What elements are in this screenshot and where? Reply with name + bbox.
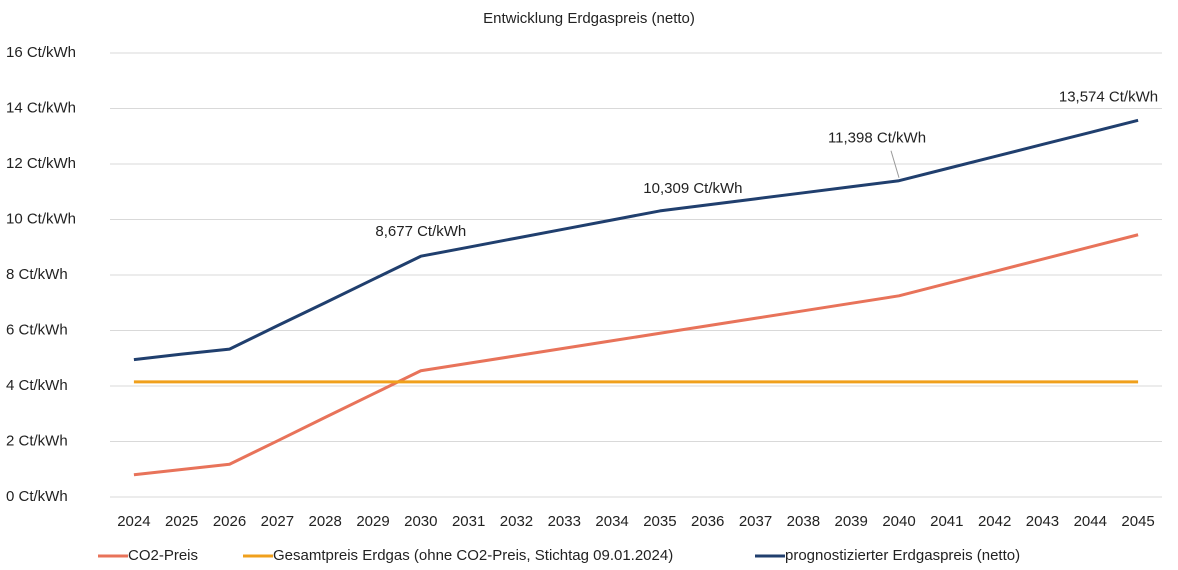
- x-tick-label: 2043: [1026, 513, 1059, 530]
- x-tick-label: 2034: [595, 513, 628, 530]
- y-tick-label: 4 Ct/kWh: [6, 377, 68, 394]
- x-tick-label: 2026: [213, 513, 246, 530]
- x-tick-label: 2032: [500, 513, 533, 530]
- data-label: 10,309 Ct/kWh: [643, 180, 742, 197]
- x-tick-label: 2044: [1074, 513, 1107, 530]
- data-label: 8,677 Ct/kWh: [375, 223, 466, 240]
- legend-label: CO2-Preis: [128, 547, 198, 564]
- y-tick-label: 16 Ct/kWh: [6, 44, 76, 61]
- data-label: 11,398 Ct/kWh: [828, 130, 926, 147]
- x-tick-label: 2028: [308, 513, 341, 530]
- y-tick-label: 10 Ct/kWh: [6, 210, 76, 227]
- y-tick-label: 0 Ct/kWh: [6, 488, 68, 505]
- x-tick-label: 2036: [691, 513, 724, 530]
- chart-title: Entwicklung Erdgaspreis (netto): [483, 10, 695, 27]
- x-tick-label: 2037: [739, 513, 772, 530]
- x-tick-label: 2031: [452, 513, 485, 530]
- x-tick-label: 2025: [165, 513, 198, 530]
- x-tick-label: 2038: [787, 513, 820, 530]
- x-tick-label: 2045: [1121, 513, 1154, 530]
- x-tick-label: 2035: [643, 513, 676, 530]
- y-tick-label: 2 Ct/kWh: [6, 432, 68, 449]
- legend-label: Gesamtpreis Erdgas (ohne CO2-Preis, Stic…: [273, 547, 673, 564]
- x-tick-label: 2039: [834, 513, 867, 530]
- x-tick-label: 2027: [261, 513, 294, 530]
- series-line: [133, 233, 1139, 477]
- x-tick-label: 2024: [117, 513, 150, 530]
- y-tick-label: 14 Ct/kWh: [6, 99, 76, 116]
- series-line: [133, 118, 1139, 362]
- x-tick-label: 2040: [882, 513, 915, 530]
- x-tick-label: 2030: [404, 513, 437, 530]
- x-tick-label: 2041: [930, 513, 963, 530]
- x-tick-label: 2033: [548, 513, 581, 530]
- y-tick-label: 8 Ct/kWh: [6, 266, 68, 283]
- y-tick-label: 6 Ct/kWh: [6, 321, 68, 338]
- legend-label: prognostizierter Erdgaspreis (netto): [785, 547, 1020, 564]
- y-tick-label: 12 Ct/kWh: [6, 155, 76, 172]
- leader-line: [890, 150, 900, 178]
- x-tick-label: 2029: [356, 513, 389, 530]
- data-label: 13,574 Ct/kWh: [1059, 88, 1158, 105]
- x-tick-label: 2042: [978, 513, 1011, 530]
